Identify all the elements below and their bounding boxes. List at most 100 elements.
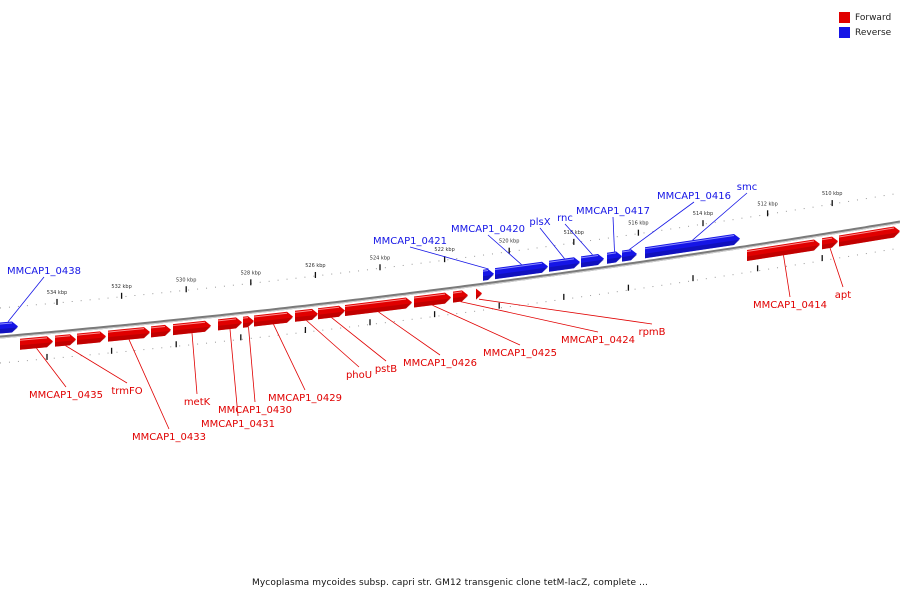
gene-label-plsX: plsX xyxy=(529,217,550,228)
gene-arrow-MMCAP1_0421-highlight xyxy=(482,270,489,272)
gene-label-MMCAP1_0414: MMCAP1_0414 xyxy=(753,300,827,311)
gene-arrow-apt-shade xyxy=(822,242,838,250)
gene-arrow-MMCAP1_0416 xyxy=(621,249,637,262)
gene-label-MMCAP1_0431: MMCAP1_0431 xyxy=(201,419,275,430)
gene-arrow-MMCAP1_0420 xyxy=(494,261,548,280)
gene-arrow-trmFO-shade xyxy=(55,340,76,347)
scale-tick-label: 522 kbp xyxy=(434,247,454,253)
scale-tick-label: 528 kbp xyxy=(241,270,261,276)
gene-arrow-MMCAP1_0416-shade xyxy=(622,254,637,262)
gene-arrow-MMCAP1_0414-highlight xyxy=(746,240,815,252)
gene-label-pstB: pstB xyxy=(375,364,397,375)
gene-arrow-MMCAP1_0414-shade xyxy=(747,245,820,261)
gene-arrow-MMCAP1_0414 xyxy=(746,239,820,261)
gene-arrow-MMCAP1_0431-shade xyxy=(218,323,242,331)
gene-arrow-MMCAP1_0429 xyxy=(253,311,293,327)
gene-arrow-smc-shade xyxy=(645,239,740,259)
gene-arrow-MMCAP1_0438-highlight xyxy=(0,322,13,325)
gene-arrow-pstB-shade xyxy=(318,311,345,320)
gene-label-rpmB: rpmB xyxy=(638,327,665,338)
gene-leader-MMCAP1_0429 xyxy=(273,324,306,391)
gene-leader-rnc xyxy=(564,223,593,256)
gene-arrow-rnc xyxy=(580,254,604,268)
gene-arrow-MMCAP1_0430 xyxy=(242,316,254,328)
gene-arrow-MMCAP1_0426 xyxy=(344,297,412,316)
gene-arrow-rpmB xyxy=(476,288,482,300)
gene-leader-MMCAP1_0416 xyxy=(629,201,695,250)
gene-arrow-MMCAP1_0426-highlight xyxy=(344,298,407,307)
gene-arrow-MMCAP1_0431-highlight xyxy=(217,318,237,322)
gene-arrow-MMCAP1_0424-shade xyxy=(453,296,468,303)
backbone xyxy=(0,220,900,339)
gene-arrow-MMCAP1_0435-highlight xyxy=(19,337,48,341)
gene-arrow-rnc-shade xyxy=(581,259,604,268)
gene-arrow-MMCAP1_0431 xyxy=(217,317,242,331)
gene-arrow-MMCAP1_0438 xyxy=(0,321,18,334)
gene-arrow-MMCAP1_0429-shade xyxy=(254,317,293,327)
gene-arrow-metK-shade xyxy=(173,326,211,336)
gene-label-MMCAP1_0417: MMCAP1_0417 xyxy=(576,206,650,217)
gene-leader-apt xyxy=(829,247,844,288)
gene-leader-MMCAP1_0438 xyxy=(7,276,45,323)
gene-arrow-MMCAP1_0420-shade xyxy=(495,267,548,280)
gene-arrow-forward xyxy=(150,324,171,338)
legend-reverse: Reverse xyxy=(839,25,891,40)
gene-arrow-pstB-highlight xyxy=(317,306,340,311)
gene-leader-MMCAP1_0430 xyxy=(248,327,256,403)
scale-tick-label: 530 kbp xyxy=(176,277,196,283)
gene-arrow-MMCAP1_0429-highlight xyxy=(253,312,288,318)
gene-arrow-forward-highlight xyxy=(150,325,166,329)
gene-arrow-forward-shade xyxy=(151,330,171,338)
gene-label-MMCAP1_0429: MMCAP1_0429 xyxy=(268,393,342,404)
gene-label-MMCAP1_0438: MMCAP1_0438 xyxy=(7,266,81,277)
gene-arrow-plsX-shade xyxy=(549,263,580,272)
gene-arrow-pstB xyxy=(317,305,345,320)
gene-leader-metK xyxy=(191,333,198,395)
gene-arrow-forward-shade xyxy=(77,337,106,345)
scale-tick-label: 532 kbp xyxy=(111,284,131,290)
gene-arrow-trmFO xyxy=(54,334,76,347)
gene-arrow-MMCAP1_0421 xyxy=(482,269,494,281)
gene-label-MMCAP1_0421: MMCAP1_0421 xyxy=(373,236,447,247)
gene-leader-MMCAP1_0435 xyxy=(36,348,67,388)
gene-arrow-MMCAP1_0438-shade xyxy=(0,327,18,334)
gene-leader-pstB xyxy=(331,317,387,362)
gene-label-MMCAP1_0425: MMCAP1_0425 xyxy=(483,348,557,359)
scale-tick-label: 518 kbp xyxy=(564,230,584,236)
gene-arrow-MMCAP1_0433 xyxy=(107,327,150,342)
gene-leader-phoU xyxy=(306,320,360,368)
scale-tick-label: 514 kbp xyxy=(693,211,713,217)
gene-arrow-apt-highlight xyxy=(821,237,833,241)
gene-arrow-forward-highlight xyxy=(838,227,895,238)
gene-arrow-smc-highlight xyxy=(644,234,735,250)
gene-label-MMCAP1_0433: MMCAP1_0433 xyxy=(132,432,206,443)
backbone-highlight xyxy=(0,222,900,339)
gene-leader-smc xyxy=(692,192,748,241)
gene-arrow-plsX-highlight xyxy=(548,258,575,263)
gene-arrow-MMCAP1_0430-highlight xyxy=(242,317,249,319)
gene-leader-rpmB xyxy=(478,298,653,325)
scale-tick-label: 534 kbp xyxy=(47,290,67,296)
gene-label-MMCAP1_0435: MMCAP1_0435 xyxy=(29,390,103,401)
scale-tick-label: 516 kbp xyxy=(628,221,648,227)
scale-tick-label: 526 kbp xyxy=(305,263,325,269)
gene-arrow-phoU-highlight xyxy=(294,309,313,313)
gene-arrow-phoU xyxy=(294,308,318,322)
gene-leader-MMCAP1_0414 xyxy=(783,255,791,298)
reverse-swatch xyxy=(839,27,850,38)
gene-arrow-smc xyxy=(644,234,740,259)
gene-arrow-MMCAP1_0435 xyxy=(19,336,53,350)
map-caption: Mycoplasma mycoides subsp. capri str. GM… xyxy=(252,578,648,588)
gene-label-MMCAP1_0430: MMCAP1_0430 xyxy=(218,405,292,416)
gene-arrow-MMCAP1_0433-shade xyxy=(108,333,150,342)
gene-label-MMCAP1_0420: MMCAP1_0420 xyxy=(451,224,525,235)
gene-arrow-MMCAP1_0421-shade xyxy=(483,274,494,281)
gene-arrow-MMCAP1_0417 xyxy=(606,251,622,264)
gene-label-MMCAP1_0426: MMCAP1_0426 xyxy=(403,358,477,369)
gene-arrow-MMCAP1_0430-shade xyxy=(243,322,254,328)
gene-label-MMCAP1_0416: MMCAP1_0416 xyxy=(657,191,731,202)
gene-label-phoU: phoU xyxy=(346,370,372,381)
gene-leader-MMCAP1_0424 xyxy=(460,301,599,333)
gene-label-rnc: rnc xyxy=(557,213,573,224)
